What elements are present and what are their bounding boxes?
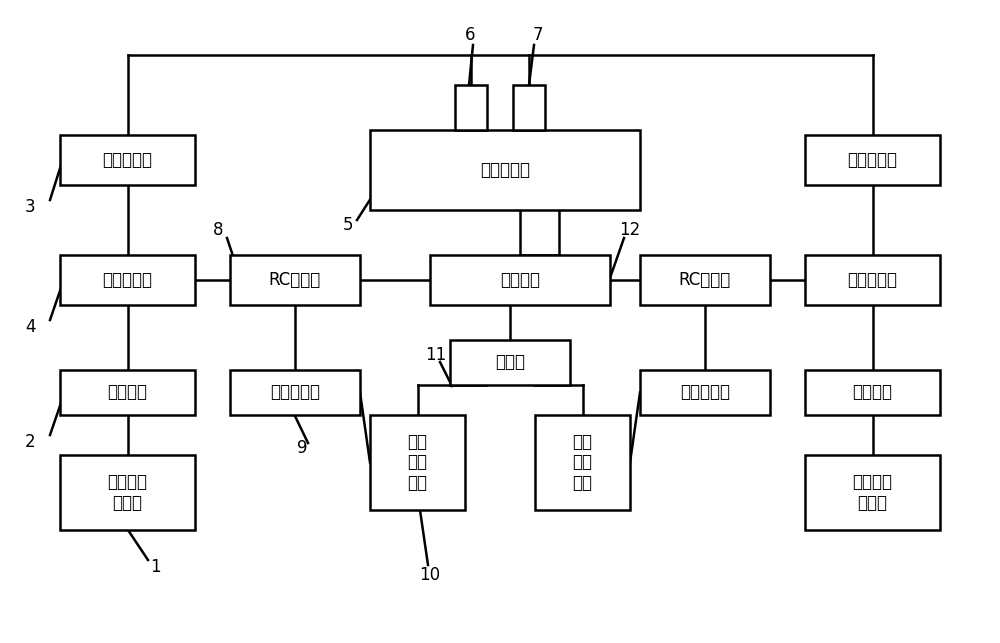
Bar [430,255,610,305]
Text: 工控机: 工控机 [495,354,525,372]
Bar [230,255,360,305]
Bar [370,415,465,510]
Bar [370,130,640,210]
Bar [60,135,195,185]
Bar [230,370,360,415]
Text: 保护电路: 保护电路 [500,271,540,289]
Bar [450,340,570,385]
Bar [805,135,940,185]
Text: 电流互感器: 电流互感器 [848,271,898,289]
Text: 数据
采集
通道: 数据 采集 通道 [572,433,592,493]
Text: 扫频信号
发生器: 扫频信号 发生器 [108,473,148,512]
Bar [60,255,195,305]
Text: 保护电路: 保护电路 [108,383,148,401]
Text: 信号放大器: 信号放大器 [270,383,320,401]
Bar [513,85,545,130]
Bar [640,370,770,415]
Text: 信号放大器: 信号放大器 [680,383,730,401]
Text: 扫频信号
发生器: 扫频信号 发生器 [852,473,893,512]
Bar [455,85,487,130]
Text: 12: 12 [619,221,641,239]
Text: RC滤波器: RC滤波器 [679,271,731,289]
Bar [535,415,630,510]
Text: 7: 7 [533,26,543,44]
Text: 变压器绕组: 变压器绕组 [480,161,530,179]
Text: 5: 5 [343,216,353,234]
Text: 6: 6 [465,26,475,44]
Text: 耦合电容器: 耦合电容器 [103,151,152,169]
Bar [805,255,940,305]
Text: 1: 1 [150,558,160,576]
Text: 10: 10 [419,566,441,584]
Bar [805,370,940,415]
Text: 8: 8 [213,221,223,239]
Bar [805,455,940,530]
Text: 保护电路: 保护电路 [852,383,893,401]
Bar [640,255,770,305]
Text: RC滤波器: RC滤波器 [269,271,321,289]
Bar [60,455,195,530]
Text: 9: 9 [297,439,307,457]
Text: 2: 2 [25,433,35,451]
Text: 4: 4 [25,318,35,336]
Text: 耦合电容器: 耦合电容器 [848,151,898,169]
Text: 11: 11 [425,346,447,364]
Text: 数据
采集
通道: 数据 采集 通道 [408,433,428,493]
Text: 电流互感器: 电流互感器 [103,271,152,289]
Text: 3: 3 [25,198,35,216]
Bar [60,370,195,415]
